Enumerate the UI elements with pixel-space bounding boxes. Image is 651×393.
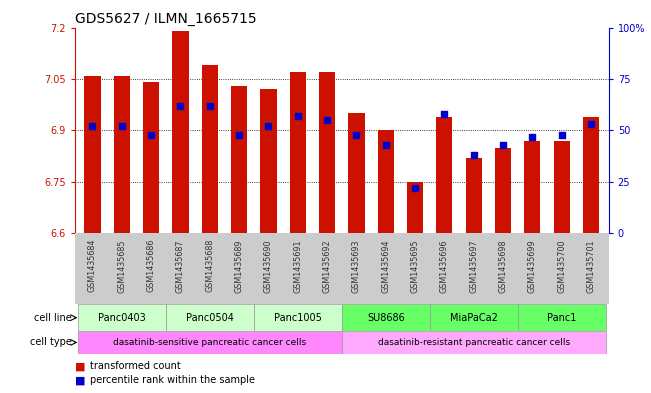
Bar	[583, 117, 599, 233]
Text: MiaPaCa2: MiaPaCa2	[450, 313, 498, 323]
Text: cell type: cell type	[31, 338, 72, 347]
Point	[234, 131, 244, 138]
Bar	[430, 304, 518, 331]
Bar	[378, 130, 394, 233]
Text: Panc1005: Panc1005	[274, 313, 322, 323]
Point	[586, 121, 596, 127]
Text: GSM1435690: GSM1435690	[264, 239, 273, 292]
Bar	[518, 304, 605, 331]
Bar	[173, 31, 189, 233]
Text: GSM1435695: GSM1435695	[411, 239, 420, 293]
Point	[381, 142, 391, 148]
Point	[469, 152, 479, 158]
Text: GSM1435688: GSM1435688	[205, 239, 214, 292]
Bar	[231, 86, 247, 233]
Bar	[319, 72, 335, 233]
Text: GSM1435693: GSM1435693	[352, 239, 361, 292]
Text: ■: ■	[75, 375, 85, 386]
Point	[87, 123, 98, 129]
Point	[146, 131, 156, 138]
Point	[117, 123, 127, 129]
Point	[498, 142, 508, 148]
Bar	[554, 141, 570, 233]
Text: GSM1435699: GSM1435699	[528, 239, 537, 293]
Text: GSM1435691: GSM1435691	[294, 239, 302, 292]
Bar	[114, 75, 130, 233]
Bar	[436, 117, 452, 233]
Bar	[348, 113, 365, 233]
Text: transformed count: transformed count	[90, 361, 180, 371]
Text: Panc1: Panc1	[547, 313, 576, 323]
Text: GDS5627 / ILMN_1665715: GDS5627 / ILMN_1665715	[75, 13, 256, 26]
Bar	[202, 65, 218, 233]
Point	[557, 131, 567, 138]
Text: dasatinib-sensitive pancreatic cancer cells: dasatinib-sensitive pancreatic cancer ce…	[113, 338, 307, 347]
Text: ■: ■	[75, 361, 85, 371]
Text: GSM1435687: GSM1435687	[176, 239, 185, 292]
Point	[439, 111, 450, 117]
Text: GSM1435692: GSM1435692	[323, 239, 331, 293]
Bar	[260, 89, 277, 233]
Bar	[407, 182, 423, 233]
Bar	[78, 304, 166, 331]
Bar	[495, 148, 511, 233]
Text: GSM1435697: GSM1435697	[469, 239, 478, 293]
Text: GSM1435685: GSM1435685	[117, 239, 126, 292]
Bar	[465, 158, 482, 233]
Bar	[254, 304, 342, 331]
Text: SU8686: SU8686	[367, 313, 405, 323]
Point	[322, 117, 332, 123]
Point	[175, 103, 186, 109]
Text: percentile rank within the sample: percentile rank within the sample	[90, 375, 255, 386]
Text: GSM1435700: GSM1435700	[557, 239, 566, 292]
Point	[410, 185, 421, 191]
Point	[292, 113, 303, 119]
Text: Panc0403: Panc0403	[98, 313, 146, 323]
Point	[352, 131, 362, 138]
Point	[263, 123, 273, 129]
Bar	[524, 141, 540, 233]
Bar	[143, 83, 159, 233]
Text: GSM1435686: GSM1435686	[146, 239, 156, 292]
Text: Panc0504: Panc0504	[186, 313, 234, 323]
Text: cell line: cell line	[35, 313, 72, 323]
Bar	[342, 331, 605, 354]
Bar	[290, 72, 306, 233]
Text: GSM1435694: GSM1435694	[381, 239, 390, 292]
Bar	[166, 304, 254, 331]
Point	[204, 103, 215, 109]
Point	[527, 134, 538, 140]
Bar	[78, 331, 342, 354]
Text: GSM1435684: GSM1435684	[88, 239, 97, 292]
Text: GSM1435689: GSM1435689	[234, 239, 243, 292]
Text: GSM1435696: GSM1435696	[440, 239, 449, 292]
Text: GSM1435698: GSM1435698	[499, 239, 508, 292]
Text: GSM1435701: GSM1435701	[587, 239, 596, 292]
Text: dasatinib-resistant pancreatic cancer cells: dasatinib-resistant pancreatic cancer ce…	[378, 338, 570, 347]
Bar	[342, 304, 430, 331]
Bar	[85, 75, 100, 233]
